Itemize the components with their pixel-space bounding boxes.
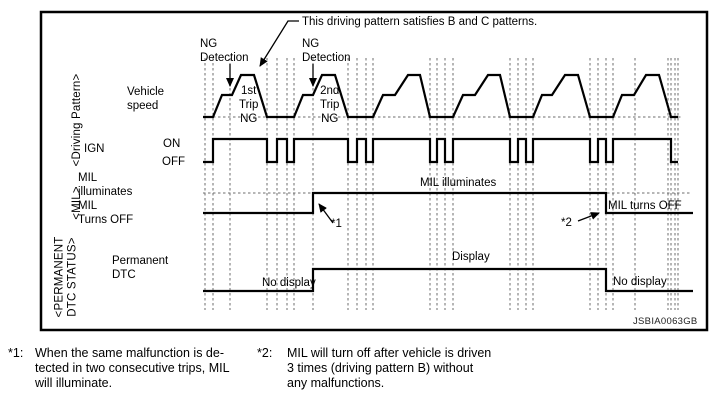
star2-arrow [577, 212, 600, 222]
permanent-dtc-label: Permanent DTC [112, 255, 169, 281]
ng-detection-2-label: NG Detection [302, 38, 351, 64]
ign-on-label: ON [163, 138, 181, 150]
trip-1-label: 1st Trip NG [239, 85, 259, 125]
ign-waveform [203, 137, 678, 164]
dtc-no-display-left-label: No display [262, 277, 316, 289]
mil-turns-off-note: MIL turns OFF [608, 200, 682, 212]
top-annotation: This driving pattern satisfies B and C p… [302, 16, 538, 28]
star1-arrow [318, 203, 334, 224]
top-annotation-leader [259, 20, 299, 67]
diagram-border [39, 10, 709, 332]
mil-illuminates-note: MIL illuminates [420, 177, 497, 189]
permanent-dtc-waveform [203, 267, 693, 293]
star1-marker: *1 [331, 218, 342, 230]
ign-off-label: OFF [162, 156, 185, 168]
mil-states-label: MIL illuminates MIL Turns OFF [78, 172, 134, 226]
axis-label-permanent-dtc-status: <PERMANENT DTC STATUS> [53, 236, 79, 318]
figure-code-watermark: JSBIA0063GB [633, 316, 698, 327]
vehicle-speed-label: Vehicle speed [127, 86, 165, 112]
star2-marker: *2 [561, 217, 572, 229]
footnote-1-marker: *1: [8, 346, 24, 360]
ng-detection-1-label: NG Detection [200, 38, 249, 64]
mil-waveform [203, 191, 693, 215]
dtc-no-display-right-label: No display [613, 276, 667, 288]
footnote-2-marker: *2: [257, 346, 273, 360]
dtc-display-label: Display [452, 251, 490, 263]
axis-label-driving-pattern: <Driving Pattern> [71, 73, 83, 167]
footnote-1-text: When the same malfunction is de- tected … [35, 346, 230, 390]
vehicle-speed-waveform [203, 73, 678, 119]
ign-label: IGN [84, 143, 105, 155]
footnote-2-text: MIL will turn off after vehicle is drive… [287, 346, 492, 390]
trip-2-label: 2nd Trip NG [320, 85, 340, 125]
